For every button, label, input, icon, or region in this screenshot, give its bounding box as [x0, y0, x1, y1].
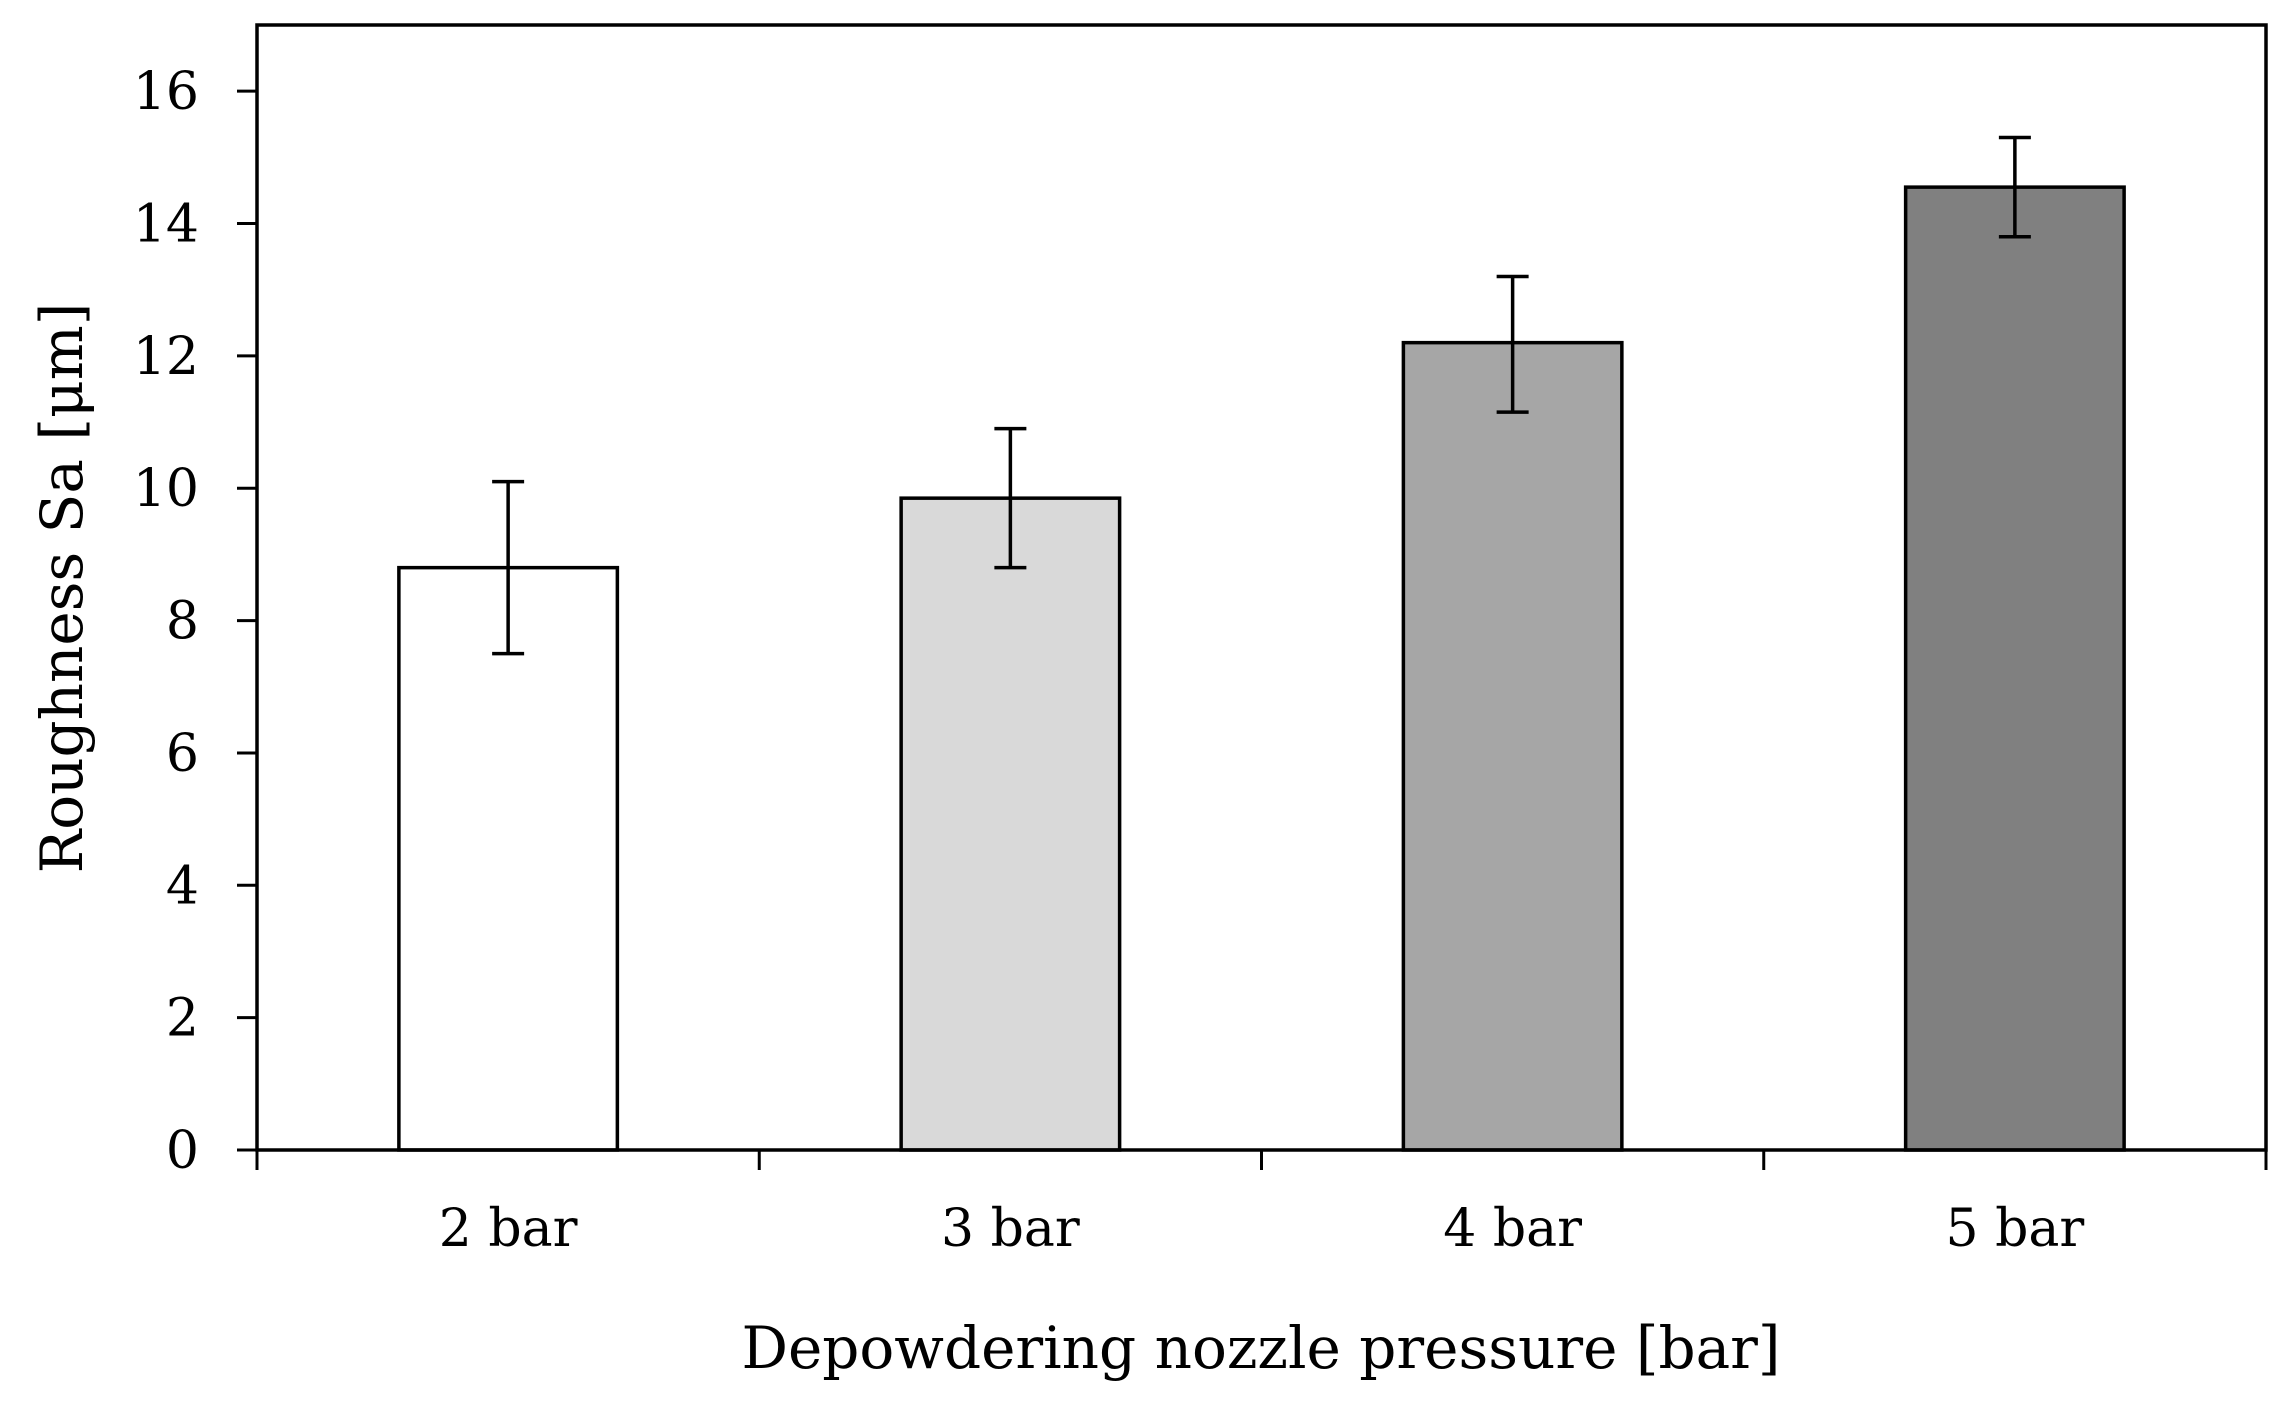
y-tick-label: 0 — [166, 1121, 199, 1181]
y-axis-tick-labels: 0 2 4 6 8 10 12 14 16 — [133, 62, 199, 1181]
bars — [397, 185, 2126, 1152]
bar-2-bar — [397, 565, 620, 1152]
y-tick-label: 2 — [166, 989, 199, 1049]
y-tick-label: 10 — [133, 459, 199, 519]
bar-3-bar — [899, 496, 1122, 1152]
x-axis-ticks — [255, 1150, 2268, 1170]
x-axis-tick-labels: 2 bar 3 bar 4 bar 5 bar — [439, 1199, 2085, 1259]
bar-5-bar — [1903, 185, 2126, 1152]
bar-4-bar — [1401, 340, 1624, 1152]
x-axis-title: Depowdering nozzle pressure [bar] — [741, 1314, 1780, 1382]
y-tick-label: 4 — [166, 856, 199, 916]
y-tick-label: 14 — [133, 195, 199, 255]
x-tick-label: 4 bar — [1443, 1199, 1582, 1259]
y-axis-ticks — [237, 89, 257, 1152]
y-tick-label: 16 — [133, 62, 199, 122]
y-tick-label: 6 — [166, 724, 199, 784]
y-tick-label: 12 — [133, 327, 199, 387]
plot-area-frame — [255, 23, 2268, 1152]
x-tick-label: 3 bar — [941, 1199, 1080, 1259]
y-tick-label: 8 — [166, 592, 199, 652]
x-tick-label: 5 bar — [1945, 1199, 2084, 1259]
error-bars — [492, 135, 2031, 656]
y-axis-title: Roughness Sa [μm] — [28, 303, 96, 874]
x-tick-label: 2 bar — [439, 1199, 578, 1259]
